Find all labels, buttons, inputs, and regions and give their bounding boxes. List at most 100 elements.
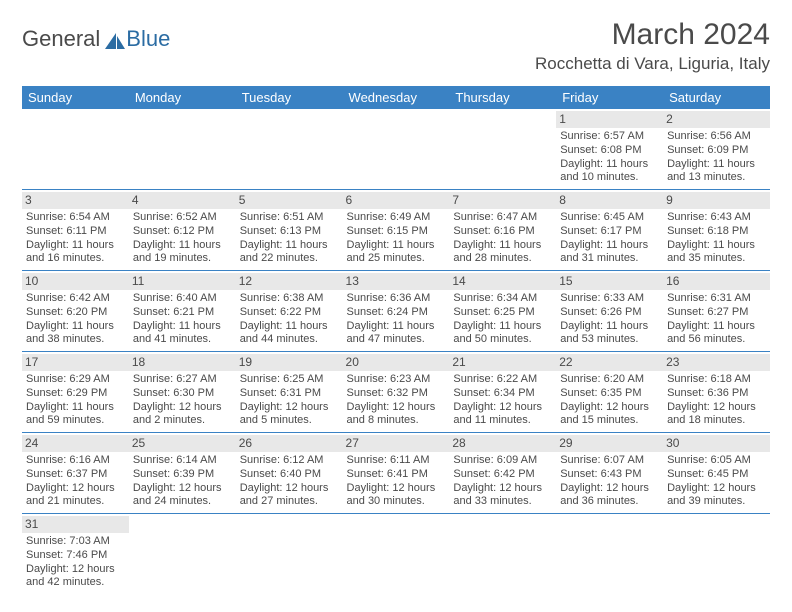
day-info: Sunrise: 6:52 AMSunset: 6:12 PMDaylight:…	[133, 211, 232, 266]
calendar-cell	[663, 514, 770, 595]
day-number: 24	[22, 435, 129, 452]
calendar-cell: 21 Sunrise: 6:22 AMSunset: 6:34 PMDayligh…	[449, 352, 556, 433]
calendar-cell	[129, 109, 236, 190]
logo-text-2: Blue	[126, 26, 170, 52]
day-number: 2	[663, 111, 770, 128]
calendar-cell: 31 Sunrise: 7:03 AMSunset: 7:46 PMDayligh…	[22, 514, 129, 595]
logo-sail-icon	[104, 30, 126, 48]
calendar-cell: 24 Sunrise: 6:16 AMSunset: 6:37 PMDayligh…	[22, 433, 129, 514]
day-header: Sunday	[22, 86, 129, 109]
day-number: 28	[449, 435, 556, 452]
day-info: Sunrise: 6:36 AMSunset: 6:24 PMDaylight:…	[347, 292, 446, 347]
calendar-cell	[556, 514, 663, 595]
day-number: 6	[343, 192, 450, 209]
day-info: Sunrise: 7:03 AMSunset: 7:46 PMDaylight:…	[26, 535, 125, 590]
day-number: 5	[236, 192, 343, 209]
day-number: 7	[449, 192, 556, 209]
calendar-cell	[236, 514, 343, 595]
calendar-cell: 1 Sunrise: 6:57 AMSunset: 6:08 PMDaylight…	[556, 109, 663, 190]
calendar-cell	[236, 109, 343, 190]
day-info: Sunrise: 6:43 AMSunset: 6:18 PMDaylight:…	[667, 211, 766, 266]
day-number: 14	[449, 273, 556, 290]
day-info: Sunrise: 6:25 AMSunset: 6:31 PMDaylight:…	[240, 373, 339, 428]
calendar-cell: 5 Sunrise: 6:51 AMSunset: 6:13 PMDaylight…	[236, 190, 343, 271]
day-number: 9	[663, 192, 770, 209]
calendar-cell	[449, 514, 556, 595]
day-header: Friday	[556, 86, 663, 109]
day-number: 26	[236, 435, 343, 452]
day-number: 1	[556, 111, 663, 128]
day-info: Sunrise: 6:47 AMSunset: 6:16 PMDaylight:…	[453, 211, 552, 266]
location: Rocchetta di Vara, Liguria, Italy	[535, 54, 770, 74]
calendar-cell	[22, 109, 129, 190]
day-number: 4	[129, 192, 236, 209]
day-info: Sunrise: 6:57 AMSunset: 6:08 PMDaylight:…	[560, 130, 659, 185]
day-header: Thursday	[449, 86, 556, 109]
calendar-head: SundayMondayTuesdayWednesdayThursdayFrid…	[22, 86, 770, 109]
calendar-cell: 29 Sunrise: 6:07 AMSunset: 6:43 PMDayligh…	[556, 433, 663, 514]
day-info: Sunrise: 6:12 AMSunset: 6:40 PMDaylight:…	[240, 454, 339, 509]
calendar-cell: 27 Sunrise: 6:11 AMSunset: 6:41 PMDayligh…	[343, 433, 450, 514]
calendar-cell: 23Sunrise: 6:18 AMSunset: 6:36 PMDayligh…	[663, 352, 770, 433]
day-info: Sunrise: 6:14 AMSunset: 6:39 PMDaylight:…	[133, 454, 232, 509]
calendar-body: 1 Sunrise: 6:57 AMSunset: 6:08 PMDaylight…	[22, 109, 770, 594]
day-number: 15	[556, 273, 663, 290]
calendar-cell: 10 Sunrise: 6:42 AMSunset: 6:20 PMDayligh…	[22, 271, 129, 352]
calendar-cell: 13Sunrise: 6:36 AMSunset: 6:24 PMDayligh…	[343, 271, 450, 352]
day-number: 21	[449, 354, 556, 371]
day-info: Sunrise: 6:33 AMSunset: 6:26 PMDaylight:…	[560, 292, 659, 347]
day-info: Sunrise: 6:20 AMSunset: 6:35 PMDaylight:…	[560, 373, 659, 428]
calendar-cell: 6 Sunrise: 6:49 AMSunset: 6:15 PMDaylight…	[343, 190, 450, 271]
day-number: 30	[663, 435, 770, 452]
calendar-cell: 28Sunrise: 6:09 AMSunset: 6:42 PMDayligh…	[449, 433, 556, 514]
day-number: 19	[236, 354, 343, 371]
day-info: Sunrise: 6:18 AMSunset: 6:36 PMDaylight:…	[667, 373, 766, 428]
calendar-cell: 17Sunrise: 6:29 AMSunset: 6:29 PMDayligh…	[22, 352, 129, 433]
day-number: 27	[343, 435, 450, 452]
calendar-cell: 26 Sunrise: 6:12 AMSunset: 6:40 PMDayligh…	[236, 433, 343, 514]
logo-text-1: General	[22, 26, 100, 52]
calendar-cell	[343, 109, 450, 190]
calendar-cell: 11Sunrise: 6:40 AMSunset: 6:21 PMDayligh…	[129, 271, 236, 352]
day-info: Sunrise: 6:16 AMSunset: 6:37 PMDaylight:…	[26, 454, 125, 509]
day-number: 11	[129, 273, 236, 290]
day-info: Sunrise: 6:51 AMSunset: 6:13 PMDaylight:…	[240, 211, 339, 266]
day-info: Sunrise: 6:49 AMSunset: 6:15 PMDaylight:…	[347, 211, 446, 266]
day-info: Sunrise: 6:27 AMSunset: 6:30 PMDaylight:…	[133, 373, 232, 428]
day-info: Sunrise: 6:38 AMSunset: 6:22 PMDaylight:…	[240, 292, 339, 347]
day-info: Sunrise: 6:22 AMSunset: 6:34 PMDaylight:…	[453, 373, 552, 428]
day-info: Sunrise: 6:11 AMSunset: 6:41 PMDaylight:…	[347, 454, 446, 509]
title-block: March 2024 Rocchetta di Vara, Liguria, I…	[535, 18, 770, 74]
calendar-cell: 19 Sunrise: 6:25 AMSunset: 6:31 PMDayligh…	[236, 352, 343, 433]
calendar-cell	[449, 109, 556, 190]
calendar-cell: 3Sunrise: 6:54 AMSunset: 6:11 PMDaylight…	[22, 190, 129, 271]
calendar-cell: 14 Sunrise: 6:34 AMSunset: 6:25 PMDayligh…	[449, 271, 556, 352]
calendar-cell	[343, 514, 450, 595]
day-info: Sunrise: 6:05 AMSunset: 6:45 PMDaylight:…	[667, 454, 766, 509]
day-info: Sunrise: 6:42 AMSunset: 6:20 PMDaylight:…	[26, 292, 125, 347]
calendar-cell: 7 Sunrise: 6:47 AMSunset: 6:16 PMDaylight…	[449, 190, 556, 271]
calendar-cell: 15 Sunrise: 6:33 AMSunset: 6:26 PMDayligh…	[556, 271, 663, 352]
logo: General Blue	[22, 26, 170, 52]
day-number: 17	[22, 354, 129, 371]
header: General Blue March 2024 Rocchetta di Var…	[22, 18, 770, 74]
day-info: Sunrise: 6:45 AMSunset: 6:17 PMDaylight:…	[560, 211, 659, 266]
calendar-cell	[129, 514, 236, 595]
calendar-cell: 20Sunrise: 6:23 AMSunset: 6:32 PMDayligh…	[343, 352, 450, 433]
day-info: Sunrise: 6:07 AMSunset: 6:43 PMDaylight:…	[560, 454, 659, 509]
day-number: 8	[556, 192, 663, 209]
day-header: Saturday	[663, 86, 770, 109]
day-info: Sunrise: 6:34 AMSunset: 6:25 PMDaylight:…	[453, 292, 552, 347]
calendar-cell: 12 Sunrise: 6:38 AMSunset: 6:22 PMDayligh…	[236, 271, 343, 352]
day-number: 31	[22, 516, 129, 533]
day-number: 29	[556, 435, 663, 452]
calendar-table: SundayMondayTuesdayWednesdayThursdayFrid…	[22, 86, 770, 594]
calendar-cell: 9 Sunrise: 6:43 AMSunset: 6:18 PMDaylight…	[663, 190, 770, 271]
day-number: 18	[129, 354, 236, 371]
day-header: Wednesday	[343, 86, 450, 109]
day-number: 10	[22, 273, 129, 290]
day-number: 16	[663, 273, 770, 290]
calendar-cell: 30 Sunrise: 6:05 AMSunset: 6:45 PMDayligh…	[663, 433, 770, 514]
day-info: Sunrise: 6:23 AMSunset: 6:32 PMDaylight:…	[347, 373, 446, 428]
day-number: 12	[236, 273, 343, 290]
